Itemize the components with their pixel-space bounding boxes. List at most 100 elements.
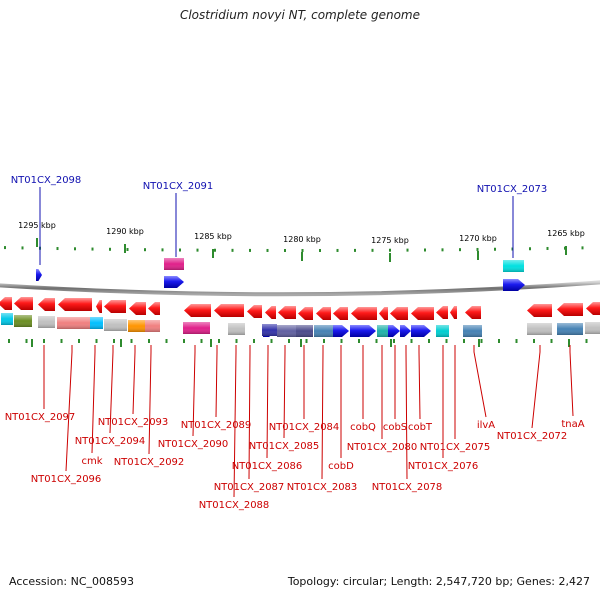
lower-gene-label[interactable]: NT01CX_2087 xyxy=(214,482,285,493)
lower-minor-tick xyxy=(375,339,378,343)
gene-box-shading xyxy=(296,325,313,337)
reverse-gene-arrow[interactable] xyxy=(316,307,331,320)
reverse-gene-arrow[interactable] xyxy=(14,297,33,310)
lower-leader-line xyxy=(132,345,136,415)
lower-minor-tick xyxy=(550,339,553,343)
lower-minor-tick xyxy=(270,339,273,343)
forward-gene-arrow[interactable] xyxy=(36,269,42,281)
lower-gene-label[interactable]: cobT xyxy=(408,422,433,433)
forward-gene-arrow[interactable] xyxy=(503,279,525,291)
lower-gene-label[interactable]: NT01CX_2097 xyxy=(5,412,76,423)
lower-gene-label[interactable]: NT01CX_2090 xyxy=(158,439,229,450)
lower-gene-label[interactable]: NT01CX_2093 xyxy=(98,417,169,428)
gene-box-shading xyxy=(104,319,127,331)
reverse-gene-arrow[interactable] xyxy=(298,307,313,320)
ruler-major-tick xyxy=(389,253,391,262)
lower-leader-line xyxy=(473,345,487,418)
reverse-gene-arrow[interactable] xyxy=(96,300,102,313)
lower-leader-line xyxy=(248,345,251,480)
ruler-minor-tick xyxy=(4,246,6,250)
reverse-gene-arrow[interactable] xyxy=(586,302,600,315)
reverse-gene-arrow[interactable] xyxy=(278,306,296,319)
forward-gene-arrow[interactable] xyxy=(164,276,184,288)
lower-gene-label[interactable]: NT01CX_2089 xyxy=(181,420,252,431)
upper-gene-label[interactable]: NT01CX_2073 xyxy=(477,184,548,195)
ruler-label: 1290 kbp xyxy=(106,227,144,236)
lower-gene-label[interactable]: NT01CX_2096 xyxy=(31,474,102,485)
lower-minor-tick xyxy=(445,339,448,343)
ruler-minor-tick xyxy=(529,247,531,251)
ruler-minor-tick xyxy=(196,248,199,252)
lower-gene-label[interactable]: NT01CX_2080 xyxy=(347,442,418,453)
ruler-minor-tick xyxy=(249,248,251,252)
ruler-minor-tick xyxy=(56,247,59,251)
reverse-gene-arrow[interactable] xyxy=(333,307,348,320)
lower-minor-tick xyxy=(25,339,28,343)
ruler-label: 1280 kbp xyxy=(283,235,321,244)
lower-gene-label[interactable]: NT01CX_2088 xyxy=(199,500,270,511)
lower-gene-label[interactable]: NT01CX_2072 xyxy=(497,431,568,442)
reverse-gene-arrow[interactable] xyxy=(104,300,126,313)
forward-gene-arrow[interactable] xyxy=(333,325,349,337)
ruler-minor-tick xyxy=(546,246,549,250)
ruler-minor-tick xyxy=(354,248,356,252)
reverse-gene-arrow[interactable] xyxy=(38,298,55,311)
forward-gene-arrow[interactable] xyxy=(387,325,400,337)
ruler-minor-tick xyxy=(109,247,111,251)
lower-minor-tick xyxy=(218,339,220,343)
reverse-gene-arrow[interactable] xyxy=(390,307,408,320)
lower-gene-label[interactable]: NT01CX_2075 xyxy=(420,442,491,453)
reverse-gene-arrow[interactable] xyxy=(148,302,160,315)
lower-gene-label[interactable]: ilvA xyxy=(477,420,495,431)
forward-gene-arrow[interactable] xyxy=(350,325,376,337)
lower-gene-label[interactable]: NT01CX_2083 xyxy=(287,482,358,493)
reverse-gene-arrow[interactable] xyxy=(411,307,434,320)
ruler-minor-tick xyxy=(319,248,321,252)
reverse-gene-arrow[interactable] xyxy=(557,303,583,316)
lower-gene-label[interactable]: tnaA xyxy=(561,419,584,430)
reverse-gene-arrow[interactable] xyxy=(247,305,262,318)
lower-gene-label[interactable]: NT01CX_2076 xyxy=(408,461,479,472)
reverse-gene-arrow[interactable] xyxy=(214,304,244,317)
lower-leader-line xyxy=(215,345,218,418)
ruler-minor-tick xyxy=(21,246,24,250)
lower-minor-tick xyxy=(585,339,588,343)
lower-gene-label[interactable]: NT01CX_2086 xyxy=(232,461,303,472)
lower-gene-label[interactable]: NT01CX_2094 xyxy=(75,436,146,447)
lower-gene-label[interactable]: cobQ xyxy=(350,422,376,433)
reverse-gene-arrow[interactable] xyxy=(265,306,276,319)
reverse-gene-arrow[interactable] xyxy=(450,306,457,319)
map-title: Clostridium novyi NT, complete genome xyxy=(179,8,421,22)
reverse-gene-arrow[interactable] xyxy=(436,306,448,319)
reverse-gene-arrow[interactable] xyxy=(184,304,211,317)
lower-gene-label[interactable]: cobS xyxy=(383,422,407,433)
reverse-gene-arrow[interactable] xyxy=(379,307,388,320)
lower-minor-tick xyxy=(498,339,500,343)
lower-gene-label[interactable]: NT01CX_2078 xyxy=(372,482,443,493)
lower-leader-line xyxy=(233,345,237,498)
lower-gene-label[interactable]: NT01CX_2084 xyxy=(269,422,340,433)
reverse-gene-arrow[interactable] xyxy=(58,298,92,311)
lower-gene-label[interactable]: cobD xyxy=(328,461,354,472)
lower-minor-tick xyxy=(428,339,430,343)
reverse-gene-arrow[interactable] xyxy=(0,297,12,310)
forward-gene-arrow[interactable] xyxy=(400,325,411,337)
gene-box-shading xyxy=(377,325,388,337)
gene-box-shading xyxy=(262,324,277,336)
reverse-gene-arrow[interactable] xyxy=(465,306,481,319)
lower-leader-line xyxy=(91,345,96,454)
upper-gene-label[interactable]: NT01CX_2098 xyxy=(11,175,82,186)
lower-leader-line xyxy=(283,345,286,439)
ruler-minor-tick xyxy=(301,248,304,252)
reverse-gene-arrow[interactable] xyxy=(129,302,146,315)
lower-gene-label[interactable]: NT01CX_2085 xyxy=(249,441,320,452)
ruler-major-tick xyxy=(477,251,479,260)
lower-gene-label[interactable]: NT01CX_2092 xyxy=(114,457,185,468)
reverse-gene-arrow[interactable] xyxy=(527,304,552,317)
lower-leader-line xyxy=(266,345,269,459)
reverse-gene-arrow[interactable] xyxy=(351,307,377,320)
forward-gene-arrow[interactable] xyxy=(411,325,431,337)
gene-box-shading xyxy=(228,323,245,335)
lower-gene-label[interactable]: cmk xyxy=(81,456,102,467)
upper-gene-label[interactable]: NT01CX_2091 xyxy=(143,181,214,192)
